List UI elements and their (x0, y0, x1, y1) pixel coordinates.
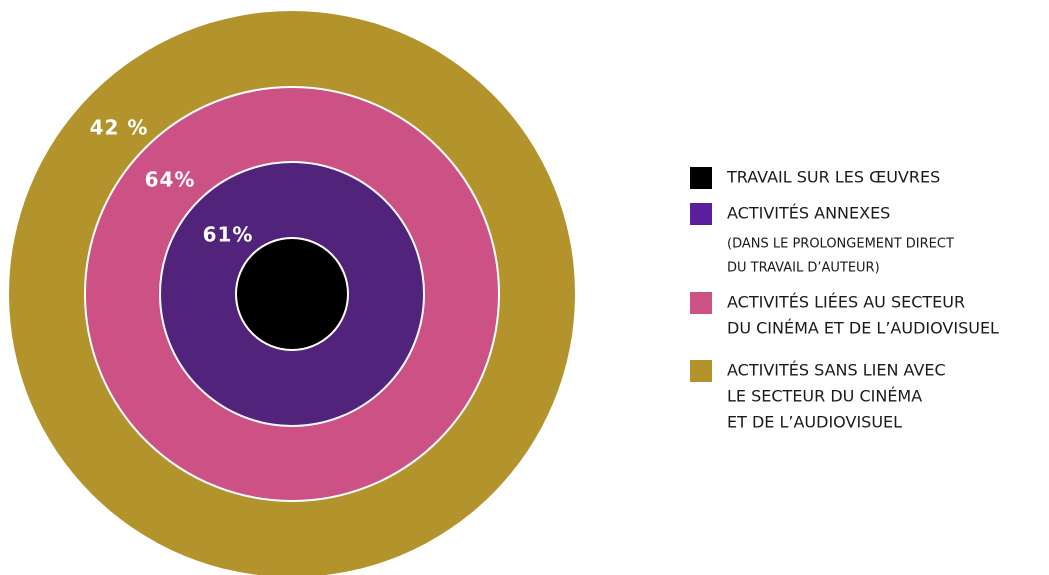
legend-swatch (690, 203, 712, 225)
legend-text: LE SECTEUR DU CINÉMA (727, 387, 922, 406)
legend-text: TRAVAIL SUR LES ŒUVRES (726, 168, 940, 187)
legend-note: (DANS LE PROLONGEMENT DIRECT (727, 237, 954, 252)
ring-label: 42 % (90, 116, 149, 140)
legend-text: ACTIVITÉS ANNEXES (727, 204, 890, 223)
legend-swatch (690, 360, 712, 382)
legend-note: DU TRAVAIL D’AUTEUR) (727, 261, 880, 276)
legend-swatch (690, 292, 712, 314)
ring (235, 237, 349, 351)
ring-label: 61% (203, 223, 254, 247)
legend-swatch (690, 167, 712, 189)
legend-text: DU CINÉMA ET DE L’AUDIOVISUEL (727, 319, 999, 338)
legend-text: ACTIVITÉS LIÉES AU SECTEUR (727, 293, 965, 312)
legend-text: ET DE L’AUDIOVISUEL (727, 413, 902, 432)
legend-text: ACTIVITÉS SANS LIEN AVEC (727, 361, 946, 380)
ring-label: 64% (145, 168, 196, 192)
